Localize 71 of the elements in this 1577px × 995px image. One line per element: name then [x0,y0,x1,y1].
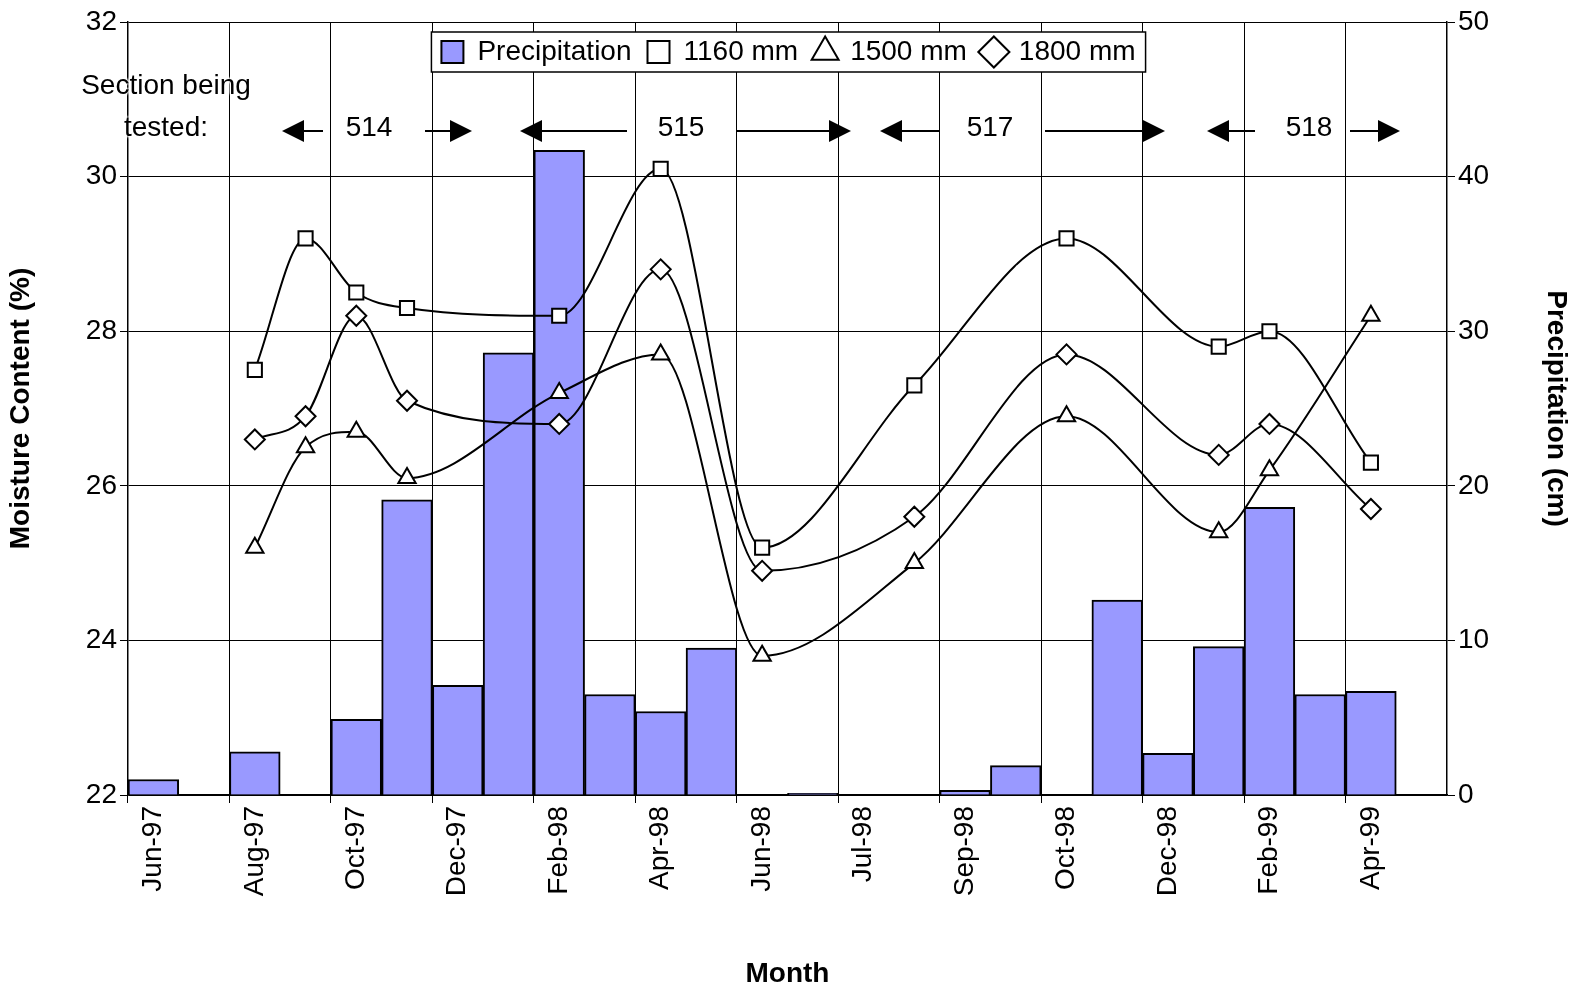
x-tick-label: Jun-98 [744,806,776,892]
x-tick-label: Jun-97 [136,806,168,892]
y-tick-label: 26 [85,468,117,500]
point [243,428,266,451]
point [549,382,569,400]
point [548,412,571,435]
point [649,258,672,281]
point [551,307,568,324]
x-tick-label: Feb-98 [541,806,573,895]
point [651,343,671,361]
point [1261,323,1278,340]
y-tick-label: 24 [85,623,117,655]
legend-label: Precipitation [477,34,632,66]
annotation: 518 [1284,110,1334,144]
point [1209,521,1229,539]
point [348,284,365,301]
point [1207,443,1230,466]
y-tick-label: 22 [85,777,117,809]
point [1259,459,1280,477]
x-axis-title: Month [745,956,830,988]
x-tick-label: Oct-98 [1049,806,1081,891]
point [1055,343,1078,366]
annotation: 514 [344,110,394,144]
point [1359,497,1382,520]
legend-label: 1160 mm [683,34,799,66]
point [297,230,314,247]
x-tick-label: Dec-97 [440,806,472,897]
point [245,536,265,554]
y2-tick-label: 20 [1458,468,1490,500]
y-axis-title: Moisture Content (%) [3,267,35,550]
legend-label: 1500 mm [850,34,967,66]
x-tick-label: Apr-99 [1353,806,1385,891]
point [1362,454,1379,471]
point [752,644,772,662]
y2-tick-label: 40 [1458,159,1490,191]
point [1210,338,1227,355]
point [906,377,923,394]
x-tick-label: Sep-98 [947,806,979,897]
x-tick-label: Aug-97 [237,806,269,897]
y2-tick-label: 50 [1458,4,1490,36]
x-tick-label: Dec-98 [1150,806,1182,897]
x-tick-label: Oct-97 [339,806,371,891]
point [652,160,669,177]
point [754,539,771,556]
y2-axis-title: Precipitation (cm) [1542,290,1574,527]
point [397,467,417,485]
point [1056,405,1077,423]
point [396,389,419,412]
point [1258,412,1281,435]
point [345,304,368,327]
point [904,552,924,570]
y2-tick-label: 0 [1458,777,1474,809]
y2-tick-label: 10 [1458,623,1490,655]
point [294,405,317,428]
annotation: 515 [656,110,706,144]
x-tick-label: Jul-98 [846,806,878,883]
point [246,361,263,378]
point [751,559,774,582]
annotation: 517 [965,110,1015,144]
point [346,420,366,438]
x-tick-label: Feb-99 [1252,806,1284,895]
y2-tick-label: 30 [1458,313,1490,345]
y-tick-label: 28 [85,313,117,345]
y-tick-label: 32 [85,4,117,36]
legend-label: 1800 mm [1018,34,1136,66]
x-tick-label: Apr-98 [643,806,675,891]
point [398,299,416,317]
y-tick-label: 30 [85,159,117,191]
point [295,436,316,454]
point [1058,230,1075,247]
point [903,505,926,528]
